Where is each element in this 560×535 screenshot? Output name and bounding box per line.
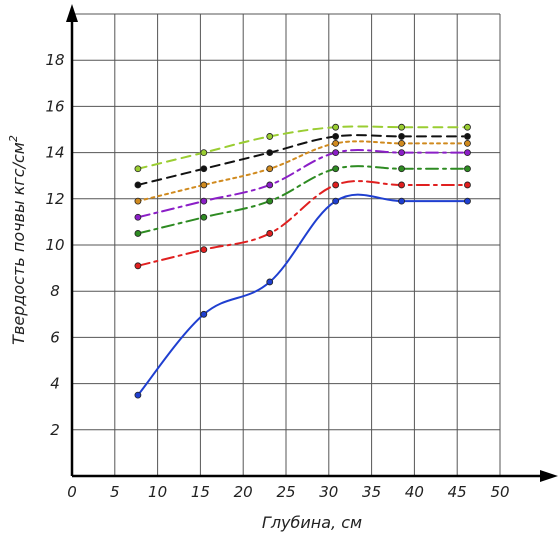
series-1-point [332, 123, 340, 131]
x-tick-label: 25 [276, 483, 295, 501]
series-3-point [200, 181, 208, 189]
series-line-7 [136, 193, 469, 397]
x-tick-label: 30 [319, 483, 338, 501]
series-6-point [266, 230, 274, 237]
series-4-point [200, 197, 208, 205]
x-tick-label: 10 [148, 483, 167, 501]
y-axis-title-superscript: 2 [7, 135, 20, 142]
series-3-point [464, 139, 471, 147]
series-group [134, 123, 471, 399]
series-3-point [134, 197, 142, 205]
series-5-point [134, 230, 142, 237]
series-1-point [464, 123, 471, 131]
x-tick-label: 0 [67, 483, 77, 501]
series-5-point [266, 197, 274, 205]
series-7-point [464, 197, 471, 205]
x-tick-label: 45 [448, 483, 467, 501]
series-2-point [398, 133, 405, 140]
series-6-point [200, 246, 208, 254]
y-tick-label: 8 [50, 282, 60, 300]
series-1-point [200, 149, 208, 157]
series-1-point [398, 123, 405, 131]
y-tick-label: 16 [45, 97, 64, 115]
y-tick-label: 4 [50, 375, 60, 393]
series-4-point [398, 149, 405, 157]
x-tick-label: 35 [362, 483, 381, 501]
series-6-point [398, 181, 405, 189]
series-5-point [200, 213, 208, 221]
y-axis-arrow [66, 4, 78, 22]
series-7-point [332, 197, 340, 205]
series-3-point [398, 139, 405, 147]
series-line-2 [136, 134, 469, 186]
y-tick-label: 18 [45, 51, 64, 69]
x-tick-label: 20 [234, 483, 253, 501]
series-2-point [464, 133, 471, 140]
series-6-point [134, 262, 142, 270]
x-tick-labels: 0 5 10 15 20 25 30 35 40 45 50 [67, 483, 509, 501]
grid [72, 13, 501, 476]
y-tick-label: 10 [45, 236, 64, 254]
series-3-point [266, 165, 274, 173]
series-1-point [134, 165, 142, 173]
y-axis-title: Твердость почвы кгс/см2 [7, 135, 28, 345]
x-axis-arrow [540, 470, 558, 482]
series-4-point [266, 181, 274, 189]
series-line-6 [136, 180, 469, 267]
y-tick-labels: 2 4 6 8 10 12 14 16 18 [45, 51, 64, 439]
x-axis-title: Глубина, см [262, 513, 362, 532]
series-4-point [134, 213, 142, 221]
series-6-point [332, 181, 340, 189]
series-1-point [266, 133, 274, 140]
series-2-point [332, 133, 340, 140]
series-4-point [332, 149, 340, 157]
series-7-point [398, 197, 405, 205]
series-3-point [332, 139, 340, 147]
series-line-5 [136, 165, 469, 235]
x-tick-label: 50 [490, 483, 509, 501]
y-tick-label: 14 [45, 144, 64, 162]
series-6-point [464, 181, 471, 189]
series-5-point [464, 165, 471, 173]
series-7-point [134, 391, 142, 399]
series-7-point [266, 278, 274, 286]
series-line-3 [136, 140, 469, 203]
series-2-point [266, 149, 274, 157]
y-tick-label: 12 [45, 190, 64, 208]
x-tick-label: 40 [405, 483, 424, 501]
y-tick-label: 2 [50, 421, 60, 439]
x-tick-label: 5 [110, 483, 120, 501]
series-4-point [464, 149, 471, 157]
series-5-point [398, 165, 405, 173]
series-5-point [332, 165, 340, 173]
series-7-point [200, 310, 208, 318]
series-2-point [134, 181, 142, 189]
y-tick-label: 6 [50, 328, 60, 346]
series-2-point [200, 165, 208, 173]
x-tick-label: 15 [191, 483, 210, 501]
y-axis-title-text: Твердость почвы кгс/см [9, 142, 28, 345]
series-line-4 [136, 149, 469, 219]
series-line-1 [136, 125, 469, 170]
